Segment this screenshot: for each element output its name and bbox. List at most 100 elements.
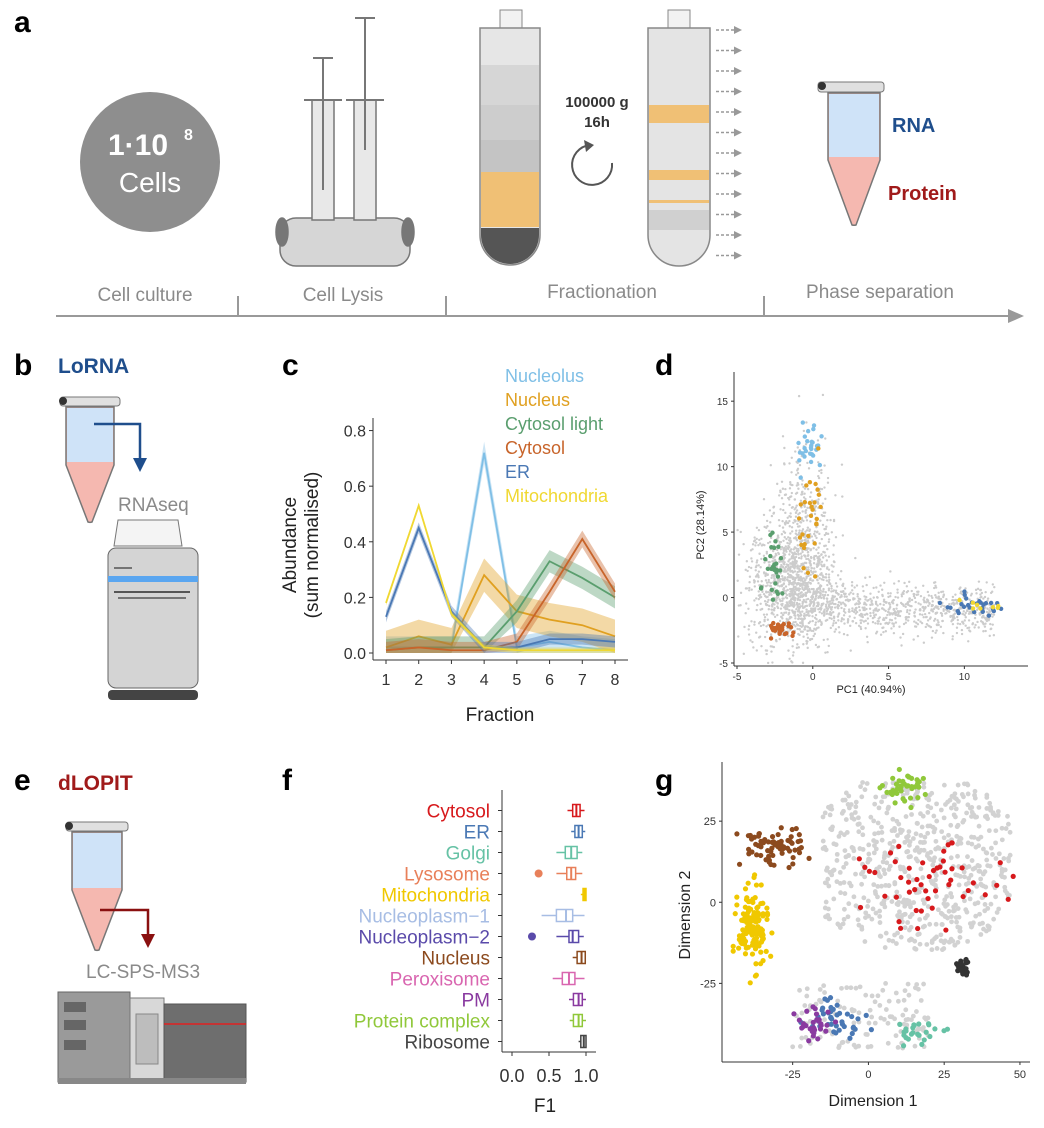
d-bg-point bbox=[837, 612, 841, 615]
d-bg-point bbox=[762, 513, 766, 517]
g-bg-point bbox=[948, 805, 954, 811]
g-bg-point bbox=[931, 813, 937, 819]
g-bg-point bbox=[879, 799, 884, 805]
g-xtick-label: -25 bbox=[785, 1069, 801, 1081]
d-bg-point bbox=[782, 597, 785, 600]
g-point bbox=[945, 842, 951, 848]
d-bg-point bbox=[965, 609, 969, 613]
d-bg-point bbox=[793, 581, 797, 585]
d-bg-point bbox=[788, 525, 791, 528]
d-bg-point bbox=[973, 626, 976, 629]
g-point bbox=[923, 888, 929, 894]
d-bg-point bbox=[751, 543, 755, 546]
d-bg-point bbox=[781, 559, 785, 562]
d-point bbox=[784, 631, 789, 636]
g-point bbox=[890, 789, 897, 795]
d-cluster-nucleus bbox=[796, 446, 823, 579]
d-point bbox=[974, 602, 980, 608]
g-point bbox=[942, 869, 948, 875]
d-bg-point bbox=[756, 603, 759, 607]
d-point bbox=[971, 609, 977, 615]
d-bg-point bbox=[791, 609, 794, 612]
d-bg-point bbox=[832, 519, 836, 523]
d-bg-point bbox=[872, 596, 875, 599]
d-bg-point bbox=[813, 530, 817, 533]
panel-e: dLOPIT LC-SPS-MS3 bbox=[57, 772, 247, 1084]
g-bg-point bbox=[982, 902, 988, 907]
g-bg-point bbox=[986, 828, 992, 834]
g-point bbox=[882, 893, 888, 899]
d-bg-point bbox=[753, 585, 756, 588]
d-bg-point bbox=[810, 567, 813, 570]
d-bg-point bbox=[789, 483, 792, 486]
d-bg-point bbox=[808, 528, 812, 531]
d-bg-point bbox=[781, 565, 784, 568]
d-bg-point bbox=[810, 570, 813, 574]
g-bg-point bbox=[892, 825, 897, 831]
d-bg-point bbox=[799, 583, 803, 587]
g-point bbox=[922, 791, 928, 798]
d-bg-point bbox=[806, 526, 810, 529]
g-bg-point bbox=[905, 981, 911, 987]
g-point bbox=[812, 1006, 818, 1012]
d-point bbox=[967, 605, 972, 610]
fraction-arrowhead bbox=[734, 26, 742, 34]
d-bg-point bbox=[960, 632, 964, 636]
d-bg-point bbox=[788, 558, 791, 561]
d-bg-point bbox=[771, 661, 774, 664]
d-bg-point bbox=[806, 589, 810, 592]
g-point bbox=[753, 841, 759, 847]
g-point bbox=[918, 908, 924, 914]
d-bg-point bbox=[809, 581, 812, 585]
d-bg-point bbox=[857, 597, 861, 600]
g-point bbox=[755, 918, 762, 924]
g-point bbox=[897, 1021, 903, 1027]
d-point bbox=[801, 565, 806, 571]
g-point bbox=[804, 1008, 810, 1014]
d-bg-point bbox=[804, 497, 807, 501]
d-bg-point bbox=[757, 543, 760, 547]
g-bg-point bbox=[948, 855, 954, 861]
d-bg-point bbox=[958, 587, 961, 591]
d-bg-point bbox=[877, 590, 880, 594]
g-point bbox=[929, 905, 935, 911]
d-bg-point bbox=[801, 490, 804, 493]
d-bg-point bbox=[766, 600, 769, 604]
d-bg-point bbox=[938, 597, 941, 600]
d-bg-point bbox=[786, 588, 789, 592]
d-bg-point bbox=[991, 615, 994, 618]
g-bg-point bbox=[904, 834, 909, 840]
d-bg-point bbox=[770, 650, 773, 653]
d-bg-point bbox=[824, 619, 828, 622]
d-bg-point bbox=[935, 629, 938, 632]
d-bg-point bbox=[888, 613, 892, 616]
c-series-line-3 bbox=[385, 537, 616, 652]
d-point bbox=[786, 623, 791, 629]
g-bg-point bbox=[887, 841, 893, 846]
d-bg-point bbox=[928, 601, 931, 605]
g-bg-point bbox=[851, 1020, 857, 1026]
d-bg-point bbox=[951, 638, 954, 641]
d-bg-point bbox=[881, 593, 884, 597]
d-bg-point bbox=[951, 618, 955, 622]
g-point bbox=[949, 866, 955, 872]
g-point bbox=[798, 845, 804, 851]
d-bg-point bbox=[784, 592, 787, 595]
g-bg-point bbox=[918, 833, 924, 838]
d-bg-point bbox=[766, 661, 770, 665]
d-bg-point bbox=[793, 592, 796, 596]
d-point bbox=[812, 574, 818, 579]
d-bg-point bbox=[798, 598, 802, 602]
g-bg-point bbox=[956, 914, 962, 920]
d-bg-point bbox=[753, 623, 756, 626]
g-bg-point bbox=[993, 894, 998, 900]
panel-label-b: b bbox=[14, 349, 32, 382]
d-bg-point bbox=[744, 587, 748, 590]
d-bg-point bbox=[789, 512, 792, 515]
d-bg-point bbox=[818, 619, 822, 622]
d-bg-point bbox=[874, 607, 877, 611]
d-bg-point bbox=[794, 617, 797, 620]
g-bg-point bbox=[973, 913, 979, 919]
g-bg-point bbox=[916, 889, 922, 895]
d-bg-point bbox=[802, 429, 806, 433]
